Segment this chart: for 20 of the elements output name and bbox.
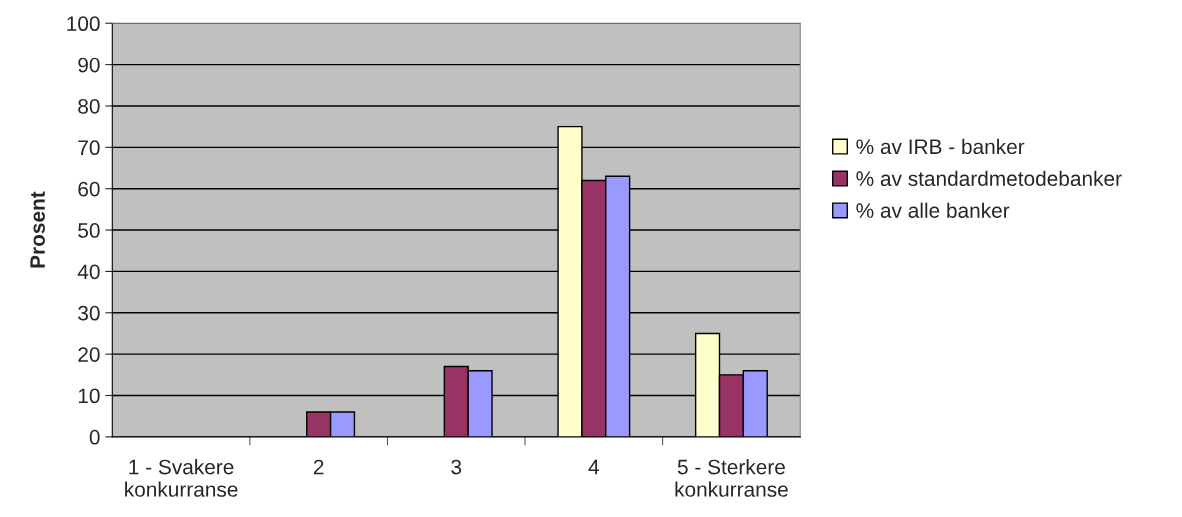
legend-label: % av alle banker — [856, 202, 1010, 218]
x-tick-label: 4 — [588, 459, 600, 475]
legend-label: % av standardmetodebanker — [856, 170, 1122, 187]
y-tick-label: 100 — [67, 16, 100, 32]
y-tick-label: 60 — [78, 181, 100, 197]
y-tick-label: 40 — [77, 264, 100, 280]
y-tick-label: 10 — [78, 388, 100, 404]
legend-label: % av IRB - banker — [856, 138, 1025, 155]
y-tick-label: 30 — [78, 305, 100, 321]
x-tick-label: 1 - Svakere konkurranse — [125, 459, 238, 497]
y-tick-label: 80 — [78, 98, 100, 114]
x-tick-label: 5 - Sterkere konkurranse — [675, 459, 788, 497]
y-tick-label: 20 — [78, 347, 100, 362]
y-tick-label: 0 — [89, 429, 100, 445]
y-axis-title: Prosent — [30, 191, 45, 268]
x-tick-label: 2 — [313, 459, 324, 475]
y-tick-label: 70 — [78, 140, 100, 156]
x-tick-label: 3 — [451, 459, 462, 475]
y-tick-label: 90 — [78, 57, 100, 73]
y-tick-label: 50 — [78, 223, 100, 238]
